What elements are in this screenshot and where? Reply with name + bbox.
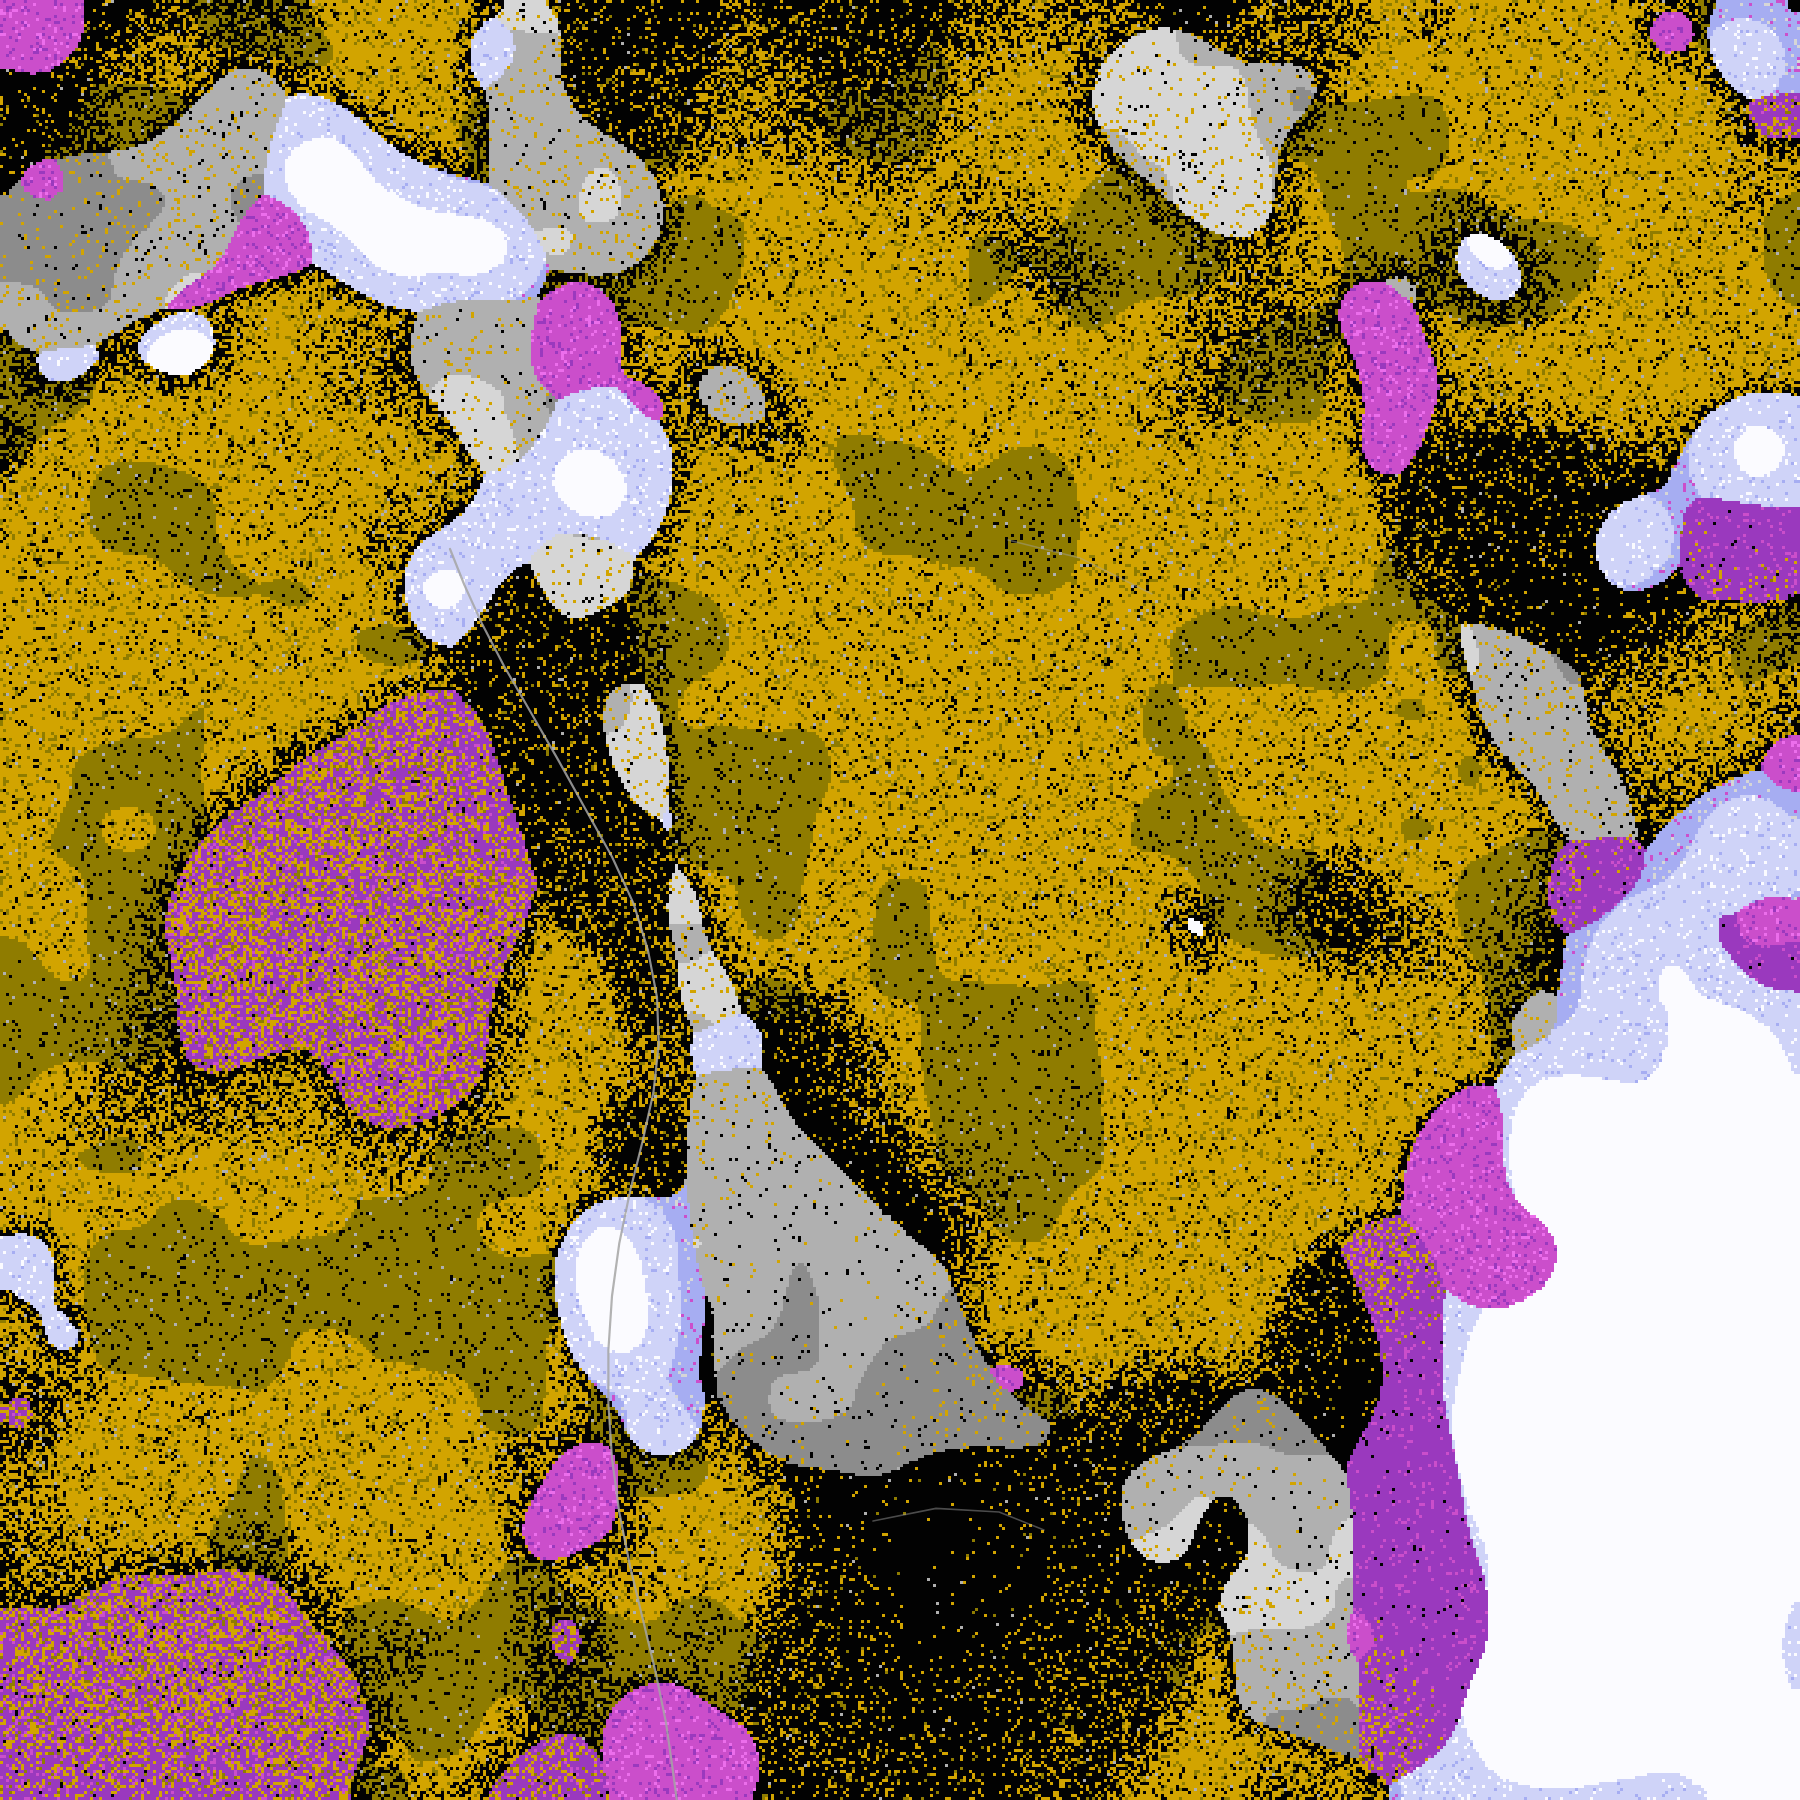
satellite-image-canvas: [0, 0, 1800, 1800]
satellite-map-view: [0, 0, 1800, 1800]
